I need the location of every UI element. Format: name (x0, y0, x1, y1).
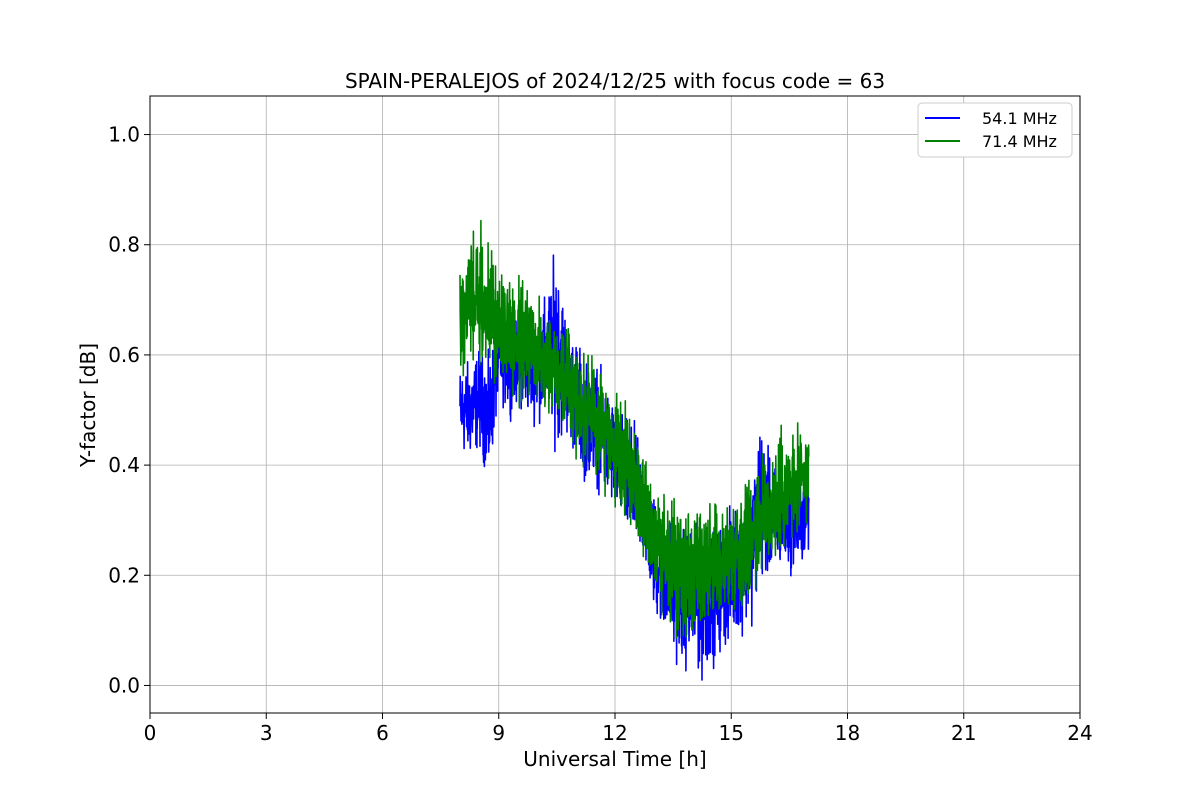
x-tick-label: 12 (602, 721, 627, 745)
x-tick-label: 24 (1067, 721, 1092, 745)
x-tick-label: 15 (719, 721, 744, 745)
y-tick-label: 0.2 (108, 563, 140, 587)
y-axis: 0.0 0.2 0.4 0.6 0.8 1.0 (108, 123, 150, 697)
x-tick-label: 0 (144, 721, 157, 745)
legend-box (917, 102, 1073, 158)
legend: 54.1 MHz 71.4 MHz (917, 102, 1073, 158)
x-axis-label: Universal Time [h] (523, 747, 706, 771)
legend-label-series-1: 54.1 MHz (982, 109, 1057, 128)
y-tick-label: 0.0 (108, 673, 140, 697)
chart-title: SPAIN-PERALEJOS of 2024/12/25 with focus… (345, 69, 885, 93)
series-layer (459, 219, 810, 681)
y-tick-label: 0.4 (108, 453, 140, 477)
y-tick-label: 0.8 (108, 233, 140, 257)
x-tick-label: 6 (376, 721, 389, 745)
x-axis: 0 3 6 9 12 15 18 21 24 (144, 713, 1093, 745)
x-tick-label: 18 (835, 721, 860, 745)
x-tick-label: 9 (492, 721, 505, 745)
y-axis-label: Y-factor [dB] (76, 343, 100, 468)
x-tick-label: 21 (951, 721, 976, 745)
series-line-2 (459, 219, 810, 640)
legend-label-series-2: 71.4 MHz (982, 132, 1057, 151)
y-tick-label: 0.6 (108, 343, 140, 367)
y-tick-label: 1.0 (108, 123, 140, 147)
x-tick-label: 3 (260, 721, 273, 745)
